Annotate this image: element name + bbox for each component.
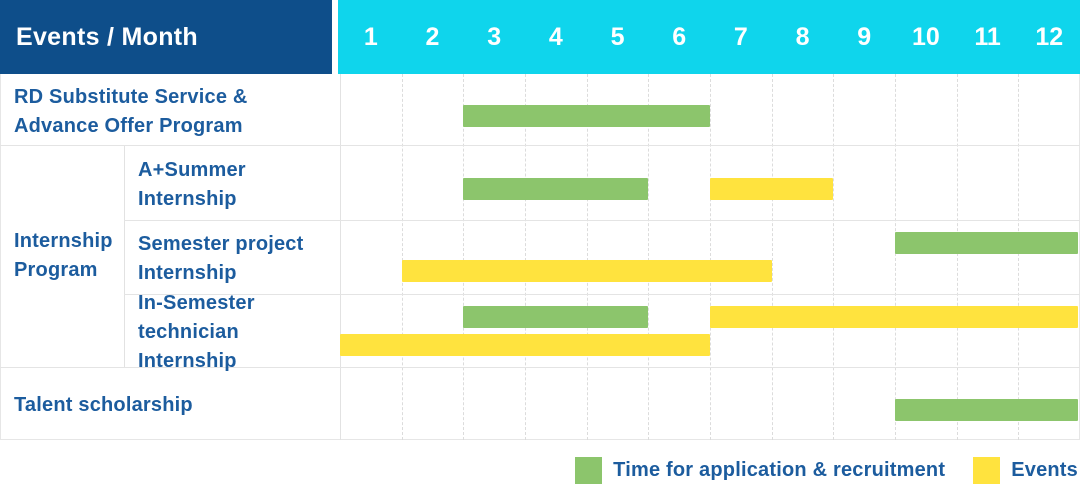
row-divider-3 xyxy=(0,367,1080,368)
row-label-line: Advance Offer Program xyxy=(14,114,243,137)
event-bar-in-semester-technician-internship-m7-m12 xyxy=(710,306,1078,328)
recruitment-bar-a-plus-summer-internship-m3-m5 xyxy=(463,178,649,200)
yellow-swatch-icon xyxy=(973,457,1001,484)
row-divider-2 xyxy=(124,294,1080,295)
events-month-header-cell: Events / Month xyxy=(0,0,332,74)
row-label-rd-substitute-service: RD Substitute Service & Advance Offer Pro… xyxy=(0,74,340,145)
month-gridline-3 xyxy=(525,74,526,440)
month-gridline-4 xyxy=(586,74,588,440)
month-header-12: 12 xyxy=(1035,22,1064,51)
event-bar-a-plus-summer-internship-m7-m8 xyxy=(710,178,834,200)
row-label-semester-project-internship: Semester project Internship xyxy=(124,220,340,294)
row-divider-0 xyxy=(0,145,1080,146)
row-label-line: A+Summer xyxy=(138,158,246,181)
month-header-7: 7 xyxy=(733,22,748,51)
row-label-line: Talent scholarship xyxy=(14,394,193,416)
month-header-5: 5 xyxy=(610,22,625,51)
row-group-internship-program: Internship Program xyxy=(0,145,124,367)
month-gridline-1 xyxy=(401,74,403,440)
month-header-3: 3 xyxy=(487,22,502,51)
row-label-in-semester-technician-internship: In-Semester technician Internship xyxy=(124,292,340,372)
recruitment-bar-semester-project-internship-m10-m12 xyxy=(895,232,1078,254)
month-header-11: 11 xyxy=(974,22,1001,51)
recruitment-bar-talent-scholarship-m10-m12 xyxy=(895,399,1078,421)
month-header-4: 4 xyxy=(548,22,563,51)
month-header-6: 6 xyxy=(672,22,687,51)
month-gridline-6 xyxy=(710,74,711,440)
group-label-line: Internship xyxy=(14,230,113,252)
row-label-line: RD Substitute Service & xyxy=(14,85,248,108)
row-label-line: In-Semester xyxy=(138,292,255,314)
month-header-2: 2 xyxy=(425,22,440,51)
month-gridline-9 xyxy=(895,74,896,440)
month-gridline-7 xyxy=(771,74,773,440)
label-chart-divider xyxy=(340,74,341,440)
green-swatch-icon xyxy=(575,457,603,484)
legend-label-recruitment: Time for application & recruitment xyxy=(613,459,946,481)
row-label-talent-scholarship: Talent scholarship xyxy=(0,367,340,440)
group-label-line: Program xyxy=(14,259,98,281)
event-bar-semester-project-internship-m2-m7 xyxy=(401,260,772,282)
legend-label-events: Events xyxy=(1011,459,1078,481)
month-header-row: 1 2 3 4 5 6 7 8 9 10 11 12 xyxy=(340,0,1080,74)
row-label-line: Semester project xyxy=(138,233,304,255)
month-gridline-5 xyxy=(648,74,650,440)
month-gridline-10 xyxy=(956,74,958,440)
group-subrow-divider xyxy=(124,145,125,367)
month-gridline-8 xyxy=(833,74,835,440)
month-header-8: 8 xyxy=(795,22,810,51)
month-gridline-11 xyxy=(1018,74,1020,440)
month-header-9: 9 xyxy=(857,22,872,51)
row-label-line: technician Internship xyxy=(138,321,239,372)
row-label-line: Internship xyxy=(138,262,237,284)
event-bar-in-semester-technician-internship-m1-m6 xyxy=(340,334,710,356)
row-label-line: Internship xyxy=(138,187,237,210)
month-header-10: 10 xyxy=(911,22,940,51)
recruitment-bar-in-semester-technician-internship-m3-m5 xyxy=(463,306,649,328)
month-header-band xyxy=(338,0,1080,74)
row-label-a-plus-summer-internship: A+Summer Internship xyxy=(124,145,340,220)
month-header-1: 1 xyxy=(363,22,378,51)
recruitment-bar-rd-substitute-service-m3-m6 xyxy=(463,105,710,127)
legend: Time for application & recruitment Event… xyxy=(575,457,1078,484)
legend-item-recruitment: Time for application & recruitment xyxy=(575,457,945,484)
row-divider-1 xyxy=(124,220,1080,221)
legend-item-events: Events xyxy=(973,457,1078,484)
month-gridline-2 xyxy=(463,74,465,440)
events-month-header-label: Events / Month xyxy=(16,22,198,51)
